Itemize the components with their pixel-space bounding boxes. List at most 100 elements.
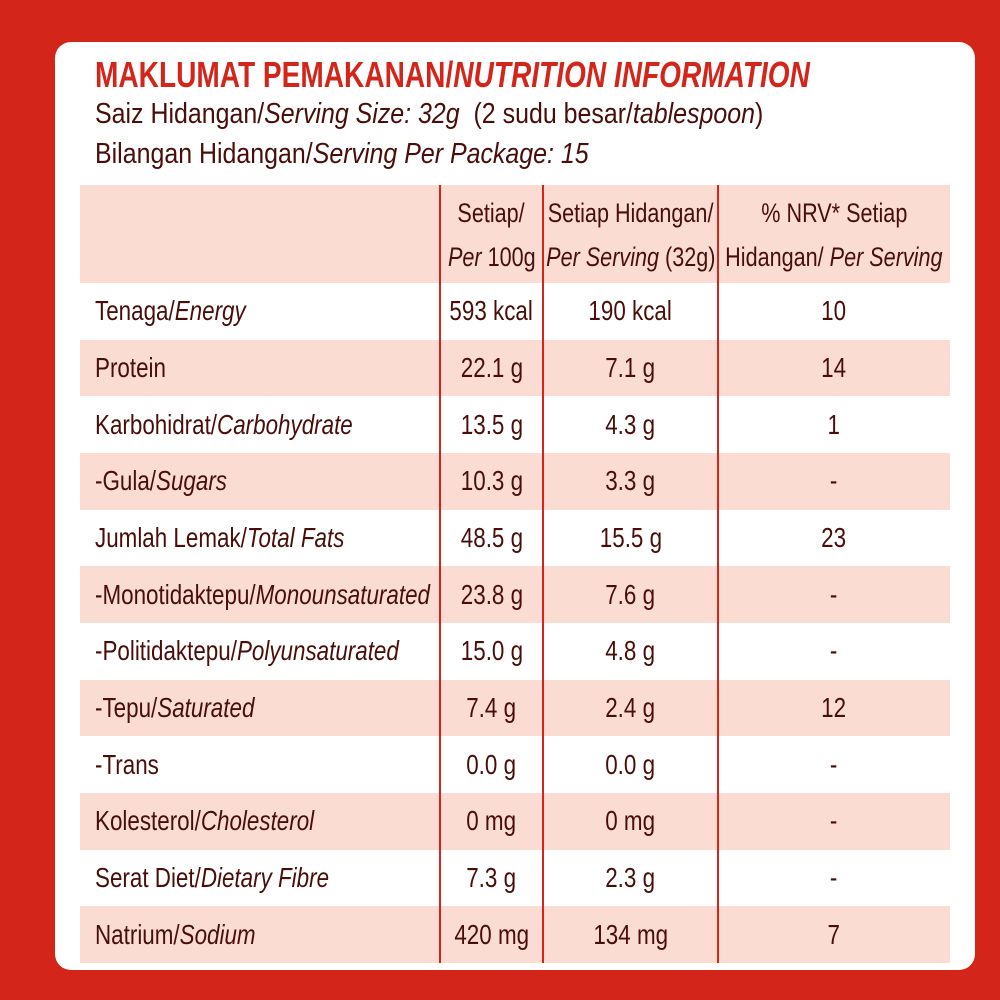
column-header: Per 100g [440,235,543,279]
nutrient-cell: Kolesterol/Cholesterol [95,793,369,850]
value: 0 mg [466,805,517,837]
value-cell: - [718,623,950,680]
row-band [80,566,950,623]
italic-text: Dietary Fibre [200,862,330,894]
row-band [80,906,950,964]
column-header: Hidangan/ Per Serving [718,235,950,279]
value-cell: 134 mg [543,906,718,963]
column-divider [542,185,544,963]
value: 0.0 g [605,748,656,780]
italic-text: Monounsaturated [255,578,430,610]
text: Bilangan Hidangan/ [95,138,313,170]
row-band [80,849,950,907]
value: 3.3 g [605,465,656,497]
nutrient-cell: -Monotidaktepu/Monounsaturated [95,566,514,623]
value: - [830,748,838,780]
row-band [80,453,950,510]
italic-text: Per [447,241,482,272]
column-divider [439,185,441,963]
nutrient-label: -Gula/Sugars [95,465,227,497]
value-cell: 15.5 g [543,510,718,567]
text: MAKLUMAT PEMAKANAN/ [95,54,454,95]
value-cell: 1 [718,396,950,453]
column-header-line: Setiap/ [458,198,525,229]
value: 15.5 g [599,522,662,553]
value-cell: 0.0 g [440,736,543,793]
column-header: Setiap/ [440,191,543,235]
text: (2 sudu besar/ [459,98,633,130]
value-cell: 593 kcal [440,283,543,340]
italic-text: tablespoon [632,98,755,130]
value-cell: 0 mg [543,793,718,850]
text: Hidangan/ [725,241,824,272]
text: % NRV* Setiap [760,197,908,228]
italic-text: Polyunsaturated [236,635,399,667]
value-cell: 420 mg [440,906,543,963]
nutrient-label: Protein [95,352,166,384]
italic-text: Per Serving [545,241,659,272]
text: ) [754,98,764,130]
row-band [80,679,950,737]
text: Kolesterol/ [95,805,201,837]
column-header-line: Hidangan/ Per Serving [725,242,942,273]
nutrient-label: -Trans [95,749,159,781]
value-cell: 3.3 g [543,453,718,510]
value: - [830,862,838,894]
text: Setiap Hidangan/ [547,197,714,228]
text: Jumlah Lemak/ [95,522,247,553]
serving-size: Saiz Hidangan/Serving Size: 32g (2 sudu … [95,98,872,131]
nutrient-cell: Jumlah Lemak/Total Fats [95,510,407,567]
italic-text: Cholesterol [200,805,315,837]
column-header: Per Serving (32g) [543,235,718,279]
text: Natrium/ [95,918,180,950]
column-header-line: Per 100g [448,242,536,273]
text: (32g) [658,241,716,272]
value-cell: - [718,793,950,850]
value: 7.3 g [466,862,517,894]
nutrient-cell: -Trans [95,736,175,793]
row-band [80,396,950,453]
text: Tenaga/ [95,295,175,327]
value: - [830,805,838,837]
text: -Gula/ [95,465,156,497]
title: MAKLUMAT PEMAKANAN/NUTRITION INFORMATION [95,54,975,96]
value: 1 [827,408,841,440]
text: -Monotidaktepu/ [95,578,256,610]
text: Protein [95,351,166,383]
value-cell: 190 kcal [543,283,718,340]
value-cell: 7.1 g [543,340,718,397]
nutrient-cell: Karbohidrat/Carbohydrate [95,396,417,453]
row-band [80,623,950,680]
value-cell: 13.5 g [440,396,543,453]
column-header: % NRV* Setiap [718,191,950,235]
italic-text: Saturated [157,692,255,724]
value: 13.5 g [460,408,523,440]
nutrient-label: -Tepu/Saturated [95,692,254,724]
value: 2.3 g [605,862,656,894]
value-cell: 14 [718,340,950,397]
value: 23 [821,522,847,553]
value: 7 [827,918,841,950]
nutrient-label: Serat Diet/Dietary Fibre [95,862,329,894]
italic-text: Per Serving [823,241,943,272]
column-header-line: % NRV* Setiap [761,198,907,229]
value-cell: 48.5 g [440,510,543,567]
italic-text: Total Fats [246,522,345,553]
italic-text: Carbohydrate [217,408,353,440]
value: 7.6 g [605,578,656,610]
nutrient-label: Tenaga/Energy [95,295,246,327]
text: -Politidaktepu/ [95,635,237,667]
nutrient-cell: Protein [95,340,184,397]
value: 22.1 g [460,351,523,383]
nutrient-label: Kolesterol/Cholesterol [95,805,314,837]
value: 0.0 g [466,748,517,780]
italic-text: Energy [174,295,246,327]
value: 7.1 g [605,351,656,383]
column-header-line: Per Serving (32g) [546,242,715,273]
italic-text: Sodium [179,918,256,950]
nutrient-cell: -Politidaktepu/Polyunsaturated [95,623,475,680]
value: 7.4 g [466,692,517,724]
nutrient-label: Karbohidrat/Carbohydrate [95,409,353,441]
nutrient-label: -Politidaktepu/Polyunsaturated [95,635,399,667]
text: Serat Diet/ [95,862,201,894]
